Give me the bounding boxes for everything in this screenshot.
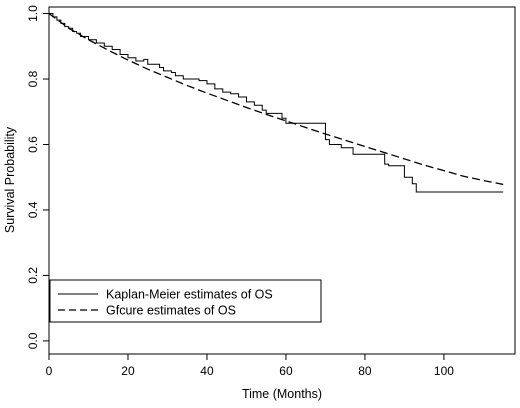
y-tick-label: 0.6 bbox=[26, 136, 40, 153]
legend: Kaplan-Meier estimates of OS Gfcure esti… bbox=[49, 279, 322, 323]
x-tick-label: 20 bbox=[121, 364, 135, 378]
series-layer bbox=[48, 13, 504, 193]
x-tick-label: 40 bbox=[200, 364, 214, 378]
y-axis-label: Survival Probability bbox=[3, 126, 17, 233]
y-axis: 0.0 0.2 0.4 0.6 0.8 1.0 bbox=[26, 5, 49, 349]
x-tick-label: 80 bbox=[358, 364, 372, 378]
y-tick-label: 0.8 bbox=[26, 70, 40, 87]
x-tick-label: 0 bbox=[46, 364, 53, 378]
x-tick-label: 60 bbox=[279, 364, 293, 378]
x-axis: 0 20 40 60 80 100 bbox=[46, 354, 454, 378]
gfcure-curve bbox=[48, 13, 504, 186]
plot-frame bbox=[48, 6, 516, 355]
y-tick-label: 0.4 bbox=[26, 201, 40, 218]
legend-box bbox=[49, 279, 322, 323]
legend-label-gfcure: Gfcure estimates of OS bbox=[106, 304, 236, 318]
y-tick-label: 0.2 bbox=[26, 267, 40, 284]
y-tick-label: 0.0 bbox=[26, 332, 40, 349]
x-axis-label: Time (Months) bbox=[242, 387, 322, 401]
x-tick-label: 100 bbox=[434, 364, 454, 378]
legend-label-km: Kaplan-Meier estimates of OS bbox=[106, 288, 273, 302]
kaplan-meier-curve bbox=[49, 13, 504, 193]
y-tick-label: 1.0 bbox=[26, 5, 40, 22]
